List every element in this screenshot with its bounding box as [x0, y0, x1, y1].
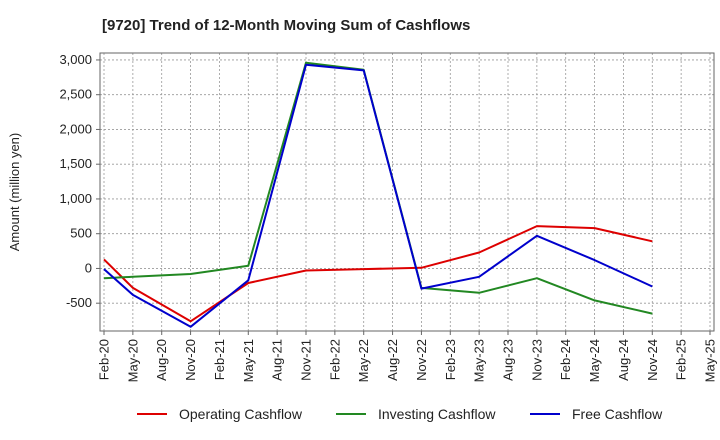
x-tick-label: Aug-21	[270, 339, 285, 381]
plot-frame	[99, 52, 715, 332]
series-line-2	[103, 63, 653, 328]
x-axis-ticks: Feb-20 May-20 Aug-20 Nov-20 Feb-21 May-21 Aug-…	[97, 331, 718, 382]
series-layer	[103, 61, 653, 328]
x-tick-label: Nov-21	[299, 339, 314, 381]
x-tick-label: Aug-20	[154, 339, 169, 381]
x-tick-label: May-20	[125, 339, 140, 382]
x-tick-label: Feb-22	[327, 339, 342, 380]
y-tick-label: 2,000	[59, 121, 92, 136]
y-tick-label: 1,500	[59, 156, 92, 171]
x-tick-label: Nov-22	[414, 339, 429, 381]
series-line-1	[103, 61, 653, 315]
legend: Operating Cashflow Investing Cashflow Free…	[137, 406, 663, 422]
x-tick-label: Feb-24	[558, 339, 573, 380]
y-axis-ticks: 3,000 2,500 2,000 1,500 1,000 500 0 -500	[59, 52, 100, 310]
y-tick-label: 0	[85, 260, 92, 275]
y-tick-label: 500	[70, 226, 92, 241]
y-tick-label: 3,000	[59, 52, 92, 67]
y-tick-label: 2,500	[59, 87, 92, 102]
x-tick-label: May-22	[356, 339, 371, 382]
x-tick-label: Feb-23	[443, 339, 458, 380]
y-tick-label: -500	[66, 295, 92, 310]
grid-layer	[100, 53, 714, 331]
x-tick-label: May-25	[703, 339, 718, 382]
y-tick-label: 1,000	[59, 191, 92, 206]
legend-label: Operating Cashflow	[179, 406, 303, 422]
x-tick-label: May-23	[472, 339, 487, 382]
x-tick-label: Feb-21	[212, 339, 227, 380]
legend-label: Free Cashflow	[572, 406, 663, 422]
x-tick-label: Nov-24	[645, 339, 660, 381]
x-tick-label: Aug-24	[616, 339, 631, 381]
x-tick-label: Aug-22	[385, 339, 400, 381]
x-tick-label: Feb-20	[97, 339, 112, 380]
x-tick-label: Nov-20	[183, 339, 198, 381]
x-tick-label: May-24	[587, 339, 602, 382]
legend-label: Investing Cashflow	[378, 406, 496, 422]
y-axis-label: Amount (million yen)	[7, 133, 22, 252]
x-tick-label: Feb-25	[674, 339, 689, 380]
x-tick-label: May-21	[241, 339, 256, 382]
x-tick-label: Aug-23	[501, 339, 516, 381]
chart-title: [9720] Trend of 12-Month Moving Sum of C…	[102, 17, 470, 34]
x-tick-label: Nov-23	[529, 339, 544, 381]
